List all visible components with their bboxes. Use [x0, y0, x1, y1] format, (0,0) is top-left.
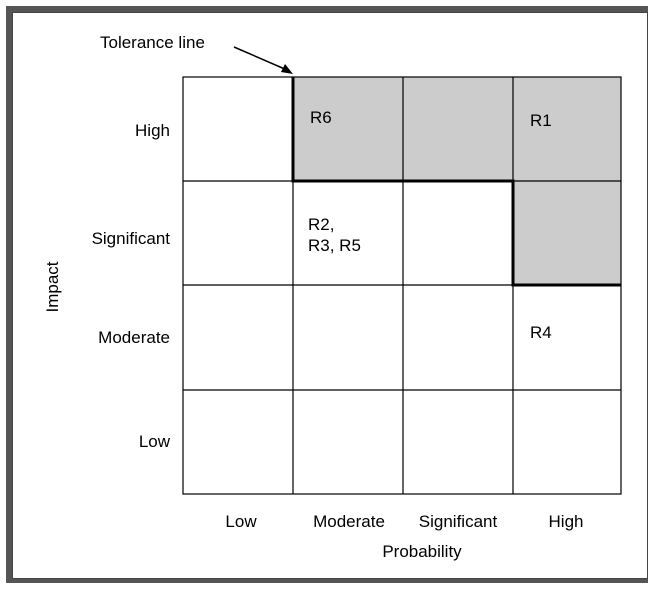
cell-significant-high [513, 181, 621, 285]
row-label-moderate: Moderate [98, 328, 170, 347]
cell-text-r4: R4 [530, 323, 552, 342]
tolerance-line [291, 77, 621, 287]
cell-high-high [513, 77, 621, 181]
cell-high-moderate [293, 77, 403, 181]
y-axis-title: Impact [43, 261, 62, 312]
col-label-high: High [548, 512, 584, 531]
row-label-high: High [135, 121, 170, 140]
cell-text-r1: R1 [530, 111, 552, 130]
col-label-moderate: Moderate [313, 512, 385, 531]
row-label-significant: Significant [91, 229, 170, 248]
row-label-low: Low [138, 432, 170, 451]
x-axis-title: Probability [382, 542, 462, 561]
col-label-low: Low [225, 512, 257, 531]
cell-high-significant [403, 77, 513, 181]
tolerance-label: Tolerance line [100, 33, 205, 52]
cell-text-r2-r3-r5: R2, R3, R5 [308, 215, 361, 255]
cell-text-r6: R6 [310, 108, 332, 127]
col-label-significant: Significant [418, 512, 498, 531]
tolerance-arrow [233, 46, 293, 74]
